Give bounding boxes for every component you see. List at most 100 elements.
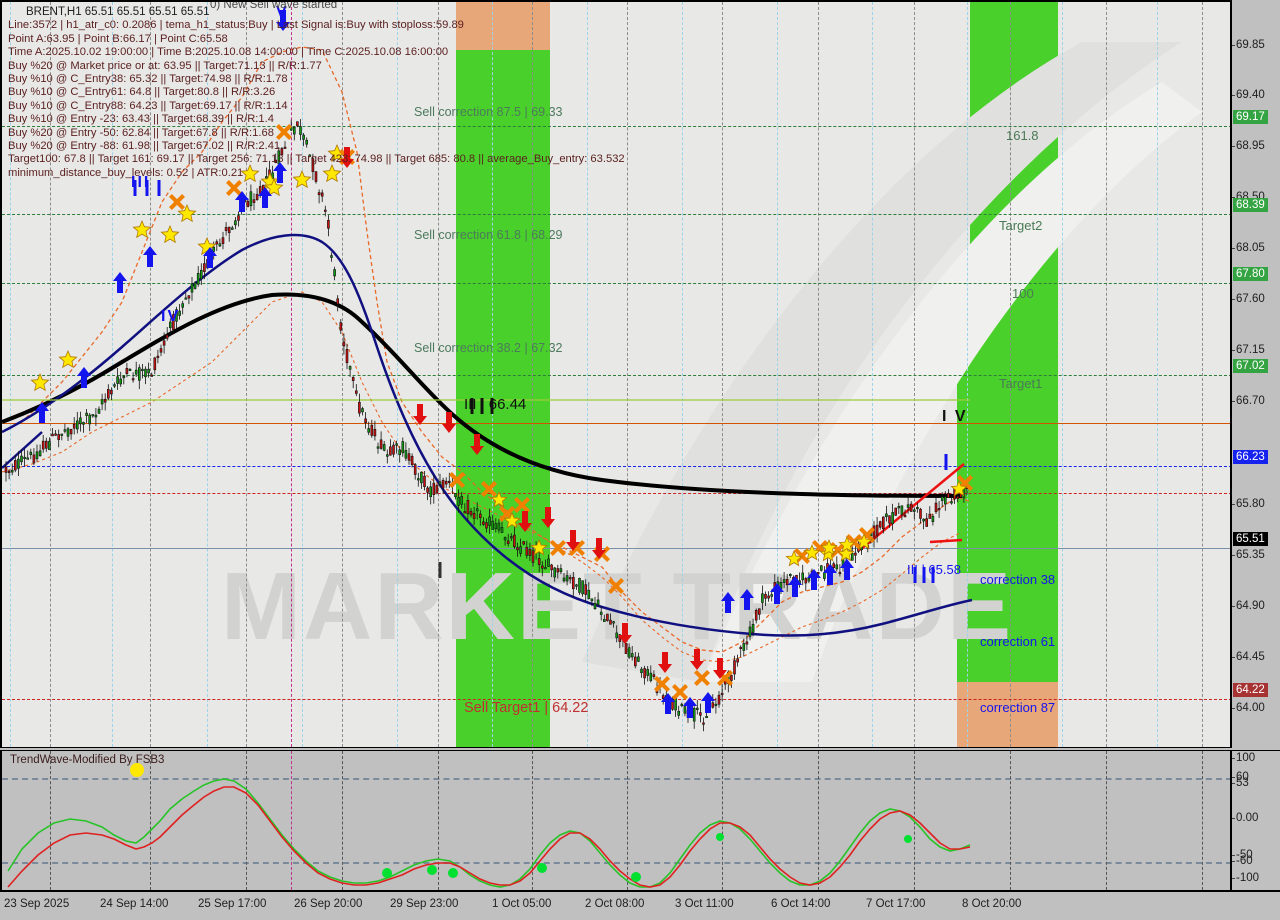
indicator-tick-0.00: 0.00 [1232,812,1259,824]
vgrid-line-11 [1106,2,1107,747]
price-tick-65.80: 65.80 [1232,498,1265,510]
vgrid-cyan-4 [397,2,398,747]
indicator-level-line-1 [2,862,1230,864]
price-plot-area[interactable]: MARKET TRADE [2,2,1230,747]
vgrid-line-2 [246,2,247,747]
price-tick-67.15: 67.15 [1232,344,1265,356]
vgrid-cyan-3 [302,2,303,747]
top-alert-text: 0) New Sell wave started [210,2,338,11]
vgrid-magenta-cursor [291,2,292,747]
indicator-vgrid-6 [627,751,628,890]
price-chart-pane[interactable]: MARKET TRADE [0,0,1230,748]
vgrid-line-10 [1010,2,1011,747]
time-label-29-Sep-23-00: 29 Sep 23:00 [390,898,459,910]
sell-correction-618-line [2,214,1230,215]
signal-markers-layer [30,10,973,718]
vgrid-cyan-11 [1062,2,1063,747]
stop-line-line [2,493,1230,494]
indicator-vgrid-0 [50,751,51,890]
indicator-title: TrendWave-Modified By FSB3 [10,754,165,766]
indicator-tick-60: 60 [1232,771,1249,783]
indicator-vgrid-7 [722,751,723,890]
indicator-scale-axis[interactable]: 100 60 53 0.00 -50 -60 -100 [1230,750,1280,892]
vgrid-line-1 [150,2,151,747]
indicator-vgrid-8 [818,751,819,890]
vgrid-cyan-5 [492,2,493,747]
vgrid-line-12 [1202,2,1203,747]
time-label-26-Sep-20-00: 26 Sep 20:00 [294,898,363,910]
price-scale-axis[interactable]: 69.85 69.40 68.95 68.50 68.05 67.60 67.15 66.70… [1230,0,1280,748]
time-label-6-Oct-14-00: 6 Oct 14:00 [771,898,831,910]
vgrid-cyan-8 [777,2,778,747]
price-box-67.80: 67.80 [1233,267,1268,281]
vgrid-line-5 [532,2,533,747]
price-tick-69.85: 69.85 [1232,39,1265,51]
price-box-64.22: 64.22 [1233,683,1268,697]
indicator-vgrid-5 [532,751,533,890]
vgrid-cyan-9 [872,2,873,747]
price-tick-66.70: 66.70 [1232,395,1265,407]
indicator-vgrid-11 [1106,751,1107,890]
indicator-vgrid-3 [342,751,343,890]
time-label-25-Sep-17-00: 25 Sep 17:00 [198,898,267,910]
vgrid-line-4 [438,2,439,747]
indicator-vgrid-2 [246,751,247,890]
vgrid-cyan-6 [587,2,588,747]
vgrid-cyan-2 [207,2,208,747]
vgrid-line-6 [627,2,628,747]
price-tick-68.95: 68.95 [1232,140,1265,152]
price-box-67.02: 67.02 [1233,359,1268,373]
vgrid-cyan-7 [682,2,683,747]
vgrid-line-9 [914,2,915,747]
vgrid-cyan-12 [1157,2,1158,747]
time-axis[interactable]: 23 Sep 2025 24 Sep 14:00 25 Sep 17:00 26 Se… [0,893,1280,920]
indicator-pane[interactable]: TrendWave-Modified By FSB3 [0,750,1230,892]
price-box-69.17: 69.17 [1233,110,1268,124]
vgrid-line-0 [50,2,51,747]
indicator-tick-53: 53 [1232,777,1249,789]
time-label-8-Oct-20-00: 8 Oct 20:00 [962,898,1022,910]
time-label-3-Oct-11-00: 3 Oct 11:00 [675,898,734,910]
vgrid-line-3 [342,2,343,747]
indicator-vgrid-10 [1010,751,1011,890]
price-tick-64.45: 64.45 [1232,651,1265,663]
vgrid-line-7 [722,2,723,747]
vgrid-line-8 [818,2,819,747]
indicator-vgrid-12 [1202,751,1203,890]
indicator-tick-100: 100 [1232,752,1256,764]
last-price-65-51-line [2,548,1230,549]
price-tick-68.05: 68.05 [1232,242,1265,254]
price-66-23-line [2,466,1230,467]
indicator-series [7,763,971,888]
time-label-24-Sep-14-00: 24 Sep 14:00 [100,898,169,910]
candlestick-series [2,46,973,732]
price-tick-67.60: 67.60 [1232,293,1265,305]
price-box-65.51: 65.51 [1233,532,1268,546]
price-tick-64.90: 64.90 [1232,600,1265,612]
indicator-vgrid-cursor [291,751,292,890]
indicator-tick--60: -60 [1232,855,1253,867]
time-label-7-Oct-17-00: 7 Oct 17:00 [866,898,926,910]
indicator-vgrid-4 [438,751,439,890]
indicator-tick--50: -50 [1232,849,1253,861]
vgrid-cyan-1 [112,2,113,747]
time-label-2-Oct-08-00: 2 Oct 08:00 [585,898,645,910]
price-box-66.23: 66.23 [1233,450,1268,464]
sell-target1-line [2,699,1230,700]
indicator-vgrid-1 [150,751,151,890]
sell-zone-orange [456,2,550,50]
indicator-level-line-0 [2,778,1230,780]
point-b-line-line [2,423,1230,424]
time-label-1-Oct-05-00: 1 Oct 05:00 [492,898,552,910]
indicator-tick--100: -100 [1232,872,1260,884]
price-tick-64.00: 64.00 [1232,702,1265,714]
price-box-68.39: 68.39 [1233,198,1268,212]
vgrid-cyan-10 [967,2,968,747]
sell-correction-382-line [2,283,1230,284]
target-100-line [2,375,1230,376]
buy-zone-orange [957,682,1058,747]
time-label-23-Sep-2025: 23 Sep 2025 [4,898,70,910]
price-tick-65.35: 65.35 [1232,549,1265,561]
vgrid-cyan-0 [10,2,11,747]
